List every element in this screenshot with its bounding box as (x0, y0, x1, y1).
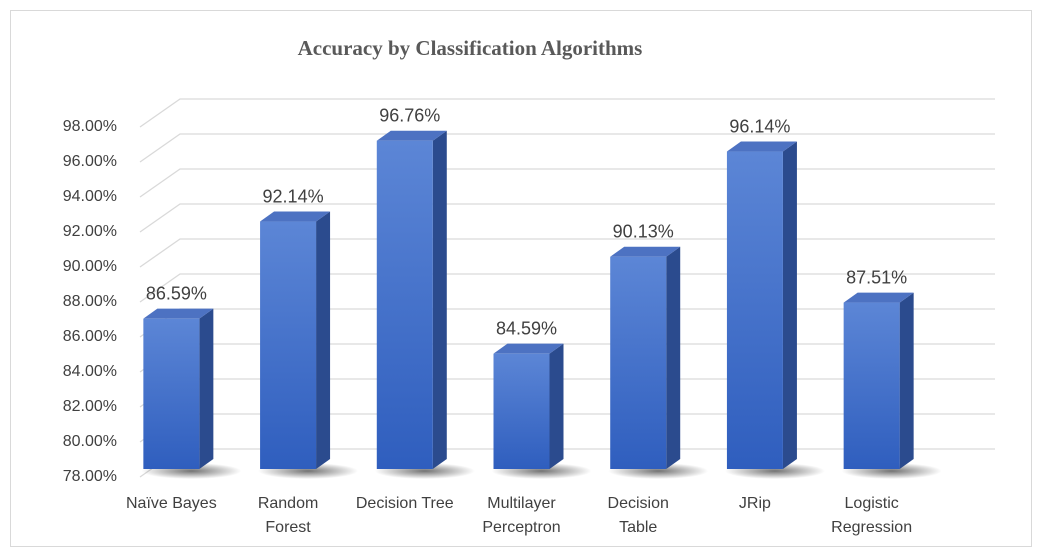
grid-line (139, 238, 995, 268)
bar-top (260, 211, 331, 222)
grid-line (139, 168, 995, 198)
y-tick-label: 94.00% (63, 188, 117, 205)
data-label: 96.76% (379, 105, 440, 125)
data-label: 96.14% (729, 116, 790, 136)
data-label: 92.14% (263, 186, 324, 206)
x-tick-label: Multilayer Perceptron (482, 495, 561, 536)
data-label: 90.13% (613, 221, 674, 241)
data-label: 87.51% (846, 267, 907, 287)
bar (493, 353, 550, 469)
y-tick-label: 86.00% (63, 328, 117, 345)
bar (610, 256, 667, 469)
bar-side (316, 211, 331, 470)
y-tick-label: 90.00% (63, 258, 117, 275)
bar-top (726, 141, 797, 152)
x-tick-label: Decision Tree (355, 495, 454, 512)
bar (843, 302, 900, 469)
bar (376, 140, 433, 469)
bar (143, 318, 200, 469)
x-tick-label: Naïve Bayes (125, 495, 217, 512)
y-tick-label: 80.00% (63, 433, 117, 450)
x-tick-label: JRip (738, 495, 771, 512)
y-tick-label: 98.00% (63, 118, 117, 135)
chart-title: Accuracy by Classification Algorithms (298, 36, 643, 60)
y-tick-label: 92.00% (63, 223, 117, 240)
bar (260, 221, 317, 469)
bar-top (843, 292, 914, 303)
bar-side (199, 308, 214, 469)
y-tick-label: 82.00% (63, 398, 117, 415)
data-label: 86.59% (146, 283, 207, 303)
bar-side (549, 343, 564, 469)
x-tick-label: Logistic Regression (831, 495, 913, 536)
bar-top (493, 343, 564, 354)
y-tick-label: 78.00% (63, 468, 117, 485)
grid-line (139, 203, 995, 233)
bar-side (432, 130, 447, 469)
y-tick-label: 84.00% (63, 363, 117, 380)
bar-side (899, 292, 914, 469)
grid-line (139, 273, 995, 303)
x-tick-label: Decision Table (607, 495, 669, 536)
y-tick-label: 96.00% (63, 153, 117, 170)
x-tick-label: Random Forest (257, 495, 319, 536)
bar-side (782, 141, 797, 470)
y-tick-label: 88.00% (63, 293, 117, 310)
bar-side (666, 246, 681, 469)
bar (726, 151, 783, 470)
grid-line (139, 133, 995, 163)
bar-top (376, 130, 447, 141)
bar-top (143, 308, 214, 319)
bar-top (610, 246, 681, 257)
chart-border (10, 10, 1032, 547)
grid-line (139, 98, 995, 128)
data-label: 84.59% (496, 318, 557, 338)
